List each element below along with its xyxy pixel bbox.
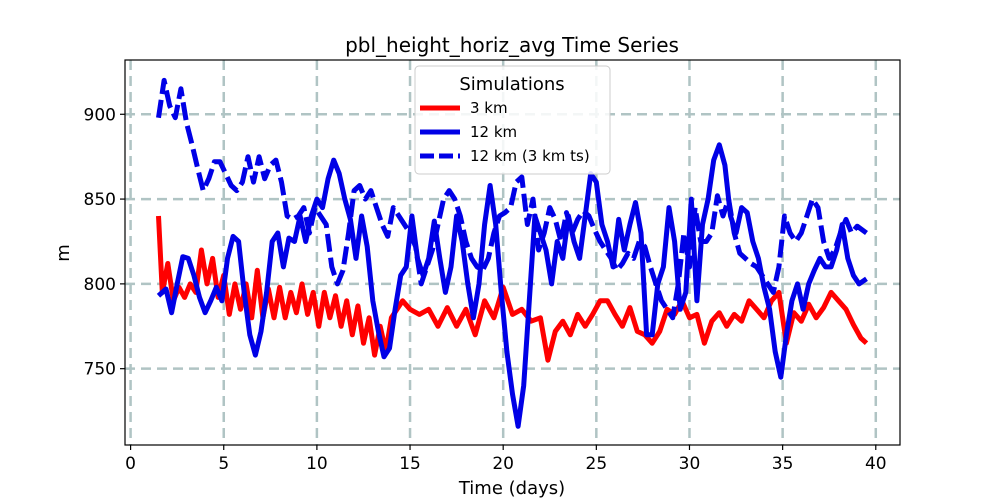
legend: Simulations 3 km 12 km 12 km (3 km ts) (414, 65, 611, 175)
y-axis: 750 800 850 900 (84, 105, 125, 380)
x-tick-label: 5 (218, 454, 229, 474)
x-tick-label: 40 (865, 454, 887, 474)
y-tick-label: 800 (84, 275, 116, 295)
x-tick-label: 10 (306, 454, 328, 474)
series-line-12km (156, 142, 868, 429)
x-axis-label: Time (days) (458, 478, 565, 499)
x-tick-label: 30 (679, 454, 701, 474)
x-tick-label: 25 (586, 454, 608, 474)
y-tick-label: 750 (84, 360, 116, 380)
legend-label-3km: 3 km (470, 99, 508, 117)
x-tick-label: 0 (125, 454, 136, 474)
y-tick-label: 900 (84, 105, 116, 125)
y-axis-label: m (53, 244, 74, 262)
legend-title: Simulations (459, 74, 564, 95)
plot-frame (124, 59, 901, 446)
series-line-12km-3kmts (156, 77, 868, 321)
legend-label-12km-3kmts: 12 km (3 km ts) (470, 147, 590, 165)
chart-title: pbl_height_horiz_avg Time Series (345, 33, 679, 57)
series-line-3km (156, 215, 869, 363)
x-axis: 0 5 10 15 20 25 30 35 40 (125, 445, 887, 474)
legend-label-12km: 12 km (470, 123, 517, 141)
y-tick-label: 850 (84, 190, 116, 210)
x-tick-label: 20 (492, 454, 514, 474)
x-tick-label: 35 (772, 454, 794, 474)
series-layer (156, 77, 869, 429)
legend-box (414, 65, 611, 175)
x-tick-label: 15 (399, 454, 421, 474)
